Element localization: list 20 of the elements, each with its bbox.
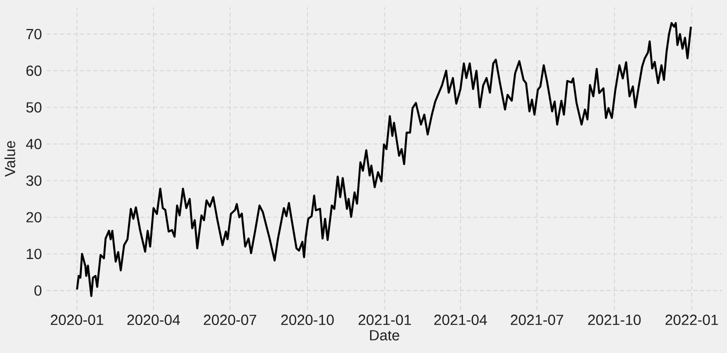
y-tick-label: 50 xyxy=(26,102,42,113)
y-tick-label: 60 xyxy=(26,66,42,76)
x-tick-label: 2021-04 xyxy=(434,314,487,326)
y-tick-label: 10 xyxy=(26,248,42,260)
y-tick-label: 0 xyxy=(34,285,42,296)
x-tick-label: 2022-01 xyxy=(666,314,718,326)
y-tick-label: 70 xyxy=(26,28,42,40)
x-tick-label: 2020-01 xyxy=(50,314,104,326)
y-axis-title: Value xyxy=(4,141,16,177)
y-tick-label: 20 xyxy=(26,212,42,222)
line-series xyxy=(76,22,692,298)
x-tick-label: 2021-07 xyxy=(510,314,564,326)
x-tick-label: 2020-10 xyxy=(281,314,334,326)
x-axis-title: Date xyxy=(370,330,400,340)
x-tick-label: 2021-01 xyxy=(358,314,411,326)
y-tick-label: 40 xyxy=(26,138,42,150)
x-tick-label: 2021-10 xyxy=(588,314,641,326)
y-tick-label: 30 xyxy=(26,175,42,186)
x-tick-label: 2020-07 xyxy=(204,314,256,326)
x-tick-label: 2020-04 xyxy=(127,314,180,326)
